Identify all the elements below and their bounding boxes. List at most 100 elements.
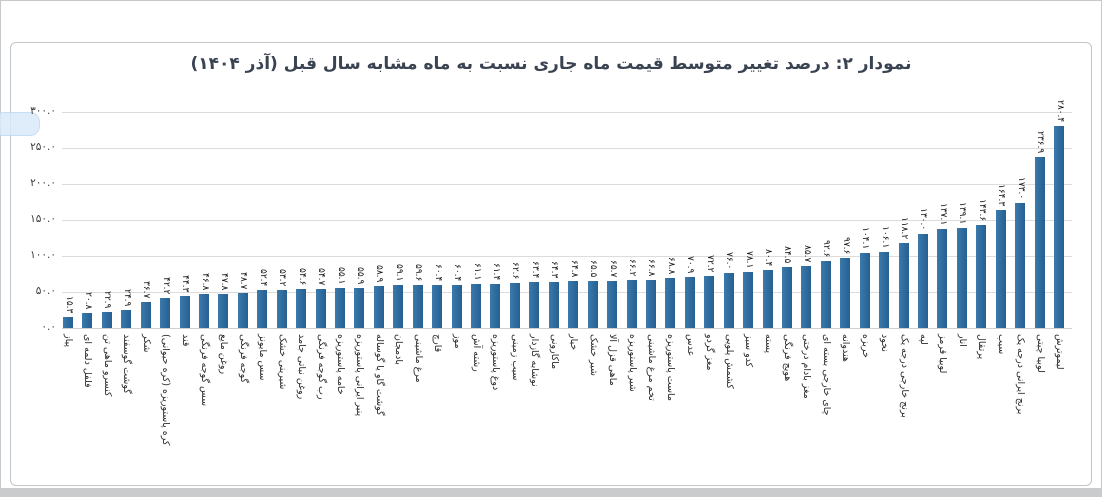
bar-value-label: ۲۴.۹ bbox=[121, 289, 132, 307]
bar-value-label: ۱۳۷.۱ bbox=[937, 203, 948, 226]
x-category-label: شیر خشک bbox=[587, 334, 599, 376]
bar bbox=[995, 209, 1006, 328]
x-category-label: سیب bbox=[995, 334, 1007, 355]
bar bbox=[257, 290, 268, 328]
bar-value-label: ۹۷.۶ bbox=[840, 236, 851, 255]
bar bbox=[937, 229, 948, 328]
bar-value-label: ۴۲.۲ bbox=[160, 276, 171, 294]
bar bbox=[607, 280, 618, 328]
x-category-label: عدس bbox=[684, 334, 696, 357]
bar bbox=[645, 279, 656, 328]
bar bbox=[917, 234, 928, 328]
x-category-label: کشمش پلویی bbox=[723, 334, 735, 389]
bar bbox=[121, 310, 132, 328]
bar-value-label: ۵۲.۴ bbox=[257, 269, 268, 287]
x-category-label: روغن مایع bbox=[218, 334, 230, 375]
bar-value-label: ۵۴.۷ bbox=[316, 267, 327, 285]
x-category-label: انار bbox=[956, 334, 968, 347]
bar-value-label: ۱۵.۳ bbox=[63, 295, 74, 314]
bar bbox=[626, 280, 637, 328]
x-category-label: پسته bbox=[762, 334, 774, 354]
watermark-badge bbox=[0, 112, 40, 136]
bar bbox=[898, 242, 909, 328]
bar-value-label: ۵۹.۱ bbox=[393, 264, 404, 282]
x-category-label: ماهی قزل آلا bbox=[607, 334, 619, 386]
x-category-label: روغن نباتی جامد bbox=[296, 334, 308, 400]
bar-value-label: ۵۴.۶ bbox=[296, 267, 307, 286]
bar-value-label: ۱۶۴.۳ bbox=[996, 183, 1007, 206]
bar-value-label: ۶۶.۸ bbox=[646, 258, 657, 277]
x-category-label: مرغ ماشینی bbox=[412, 334, 424, 383]
x-category-label: لوبیا چیتی bbox=[1034, 334, 1046, 373]
x-category-label: ماکارونی bbox=[548, 334, 560, 370]
bar bbox=[373, 285, 384, 328]
x-category-label: گوجه فرنگی bbox=[237, 334, 249, 384]
gridline bbox=[62, 328, 1072, 329]
bar bbox=[218, 293, 229, 328]
x-category-label: موز bbox=[451, 334, 463, 349]
x-category-label: گوشت گوسفند bbox=[121, 334, 133, 394]
bar-value-label: ۵۸.۹ bbox=[374, 264, 385, 282]
bar bbox=[237, 292, 248, 328]
x-category-label: کدو سبز bbox=[743, 334, 755, 368]
y-axis-tick-label: ۲۰۰.۰ bbox=[30, 177, 56, 189]
x-category-label: برنج خارجی درجه یک bbox=[898, 334, 910, 418]
gridline bbox=[62, 292, 1072, 293]
x-category-label: سس گوجه فرنگی bbox=[199, 334, 211, 407]
x-category-label: چای خارجی بسته ای bbox=[820, 334, 832, 416]
x-category-label: لپه bbox=[917, 334, 929, 345]
bar bbox=[723, 273, 734, 328]
x-category-label: نخود bbox=[879, 334, 891, 352]
y-axis-tick-label: ۱۵۰.۰ bbox=[30, 213, 56, 225]
bar-value-label: ۷۲.۲ bbox=[704, 255, 715, 273]
bar bbox=[840, 257, 851, 328]
x-category-label: نوشابه گازدار bbox=[529, 334, 541, 387]
x-category-label: مغز بادام درختی bbox=[801, 334, 813, 399]
bar-value-label: ۶۵.۵ bbox=[588, 259, 599, 278]
x-category-label: هویج فرنگی bbox=[781, 334, 793, 382]
bar bbox=[820, 261, 831, 328]
bar-value-label: ۵۳.۲ bbox=[277, 268, 288, 287]
gridline bbox=[62, 256, 1072, 257]
bar-value-label: ۷۸.۱ bbox=[743, 250, 754, 269]
bar-value-label: ۳۶.۷ bbox=[141, 280, 152, 298]
bar bbox=[743, 271, 754, 328]
x-category-label: پرتقال bbox=[976, 334, 988, 360]
chart-title: نمودار ۲: درصد تغییر متوسط قیمت ماه جاری… bbox=[190, 54, 912, 74]
bar bbox=[179, 296, 190, 328]
bar bbox=[1015, 203, 1026, 328]
y-axis-tick-label: ۳۰۰.۰ bbox=[30, 105, 56, 117]
bar bbox=[801, 266, 812, 328]
bar bbox=[1054, 126, 1064, 328]
gridline bbox=[62, 184, 1072, 185]
x-category-label: خربزه bbox=[859, 334, 871, 358]
x-category-label: پنیر ایرانی پاستوریزه bbox=[354, 334, 366, 417]
x-category-label: فلفل دلمه ای bbox=[82, 334, 94, 388]
bar bbox=[335, 288, 346, 328]
x-category-label: شکر bbox=[140, 334, 152, 353]
bar bbox=[354, 287, 365, 328]
bar bbox=[529, 282, 540, 328]
x-category-label: قند bbox=[179, 334, 191, 347]
bottom-strip bbox=[0, 488, 1102, 497]
x-category-label: رشته آش bbox=[471, 334, 483, 372]
x-category-label: برنج ایرانی درجه یک bbox=[1015, 334, 1027, 415]
bar bbox=[432, 284, 443, 328]
bar-value-label: ۶۶.۲ bbox=[627, 259, 637, 277]
x-category-label: شیر پاستوریزه bbox=[626, 334, 638, 392]
y-axis-tick-label: ۰.۰ bbox=[41, 321, 56, 333]
bar bbox=[762, 270, 773, 328]
bar-value-label: ۸۵.۷ bbox=[801, 245, 812, 263]
bar bbox=[393, 285, 404, 328]
bar-value-label: ۶۴.۳ bbox=[549, 260, 560, 279]
bar-value-label: ۸۴.۵ bbox=[782, 246, 793, 264]
bar-value-label: ۲۳۶.۹ bbox=[1035, 131, 1046, 154]
bar-value-label: ۱۰۶.۱ bbox=[879, 225, 890, 248]
y-axis-tick-label: ۲۵۰.۰ bbox=[30, 141, 56, 153]
x-category-label: لوبیا قرمز bbox=[937, 334, 949, 374]
bar-value-label: ۱۱۸.۲ bbox=[899, 216, 910, 240]
x-category-label: سس مایونز bbox=[257, 334, 269, 381]
x-category-label: ماست پاستوریزه bbox=[665, 334, 677, 402]
bar bbox=[684, 276, 695, 328]
